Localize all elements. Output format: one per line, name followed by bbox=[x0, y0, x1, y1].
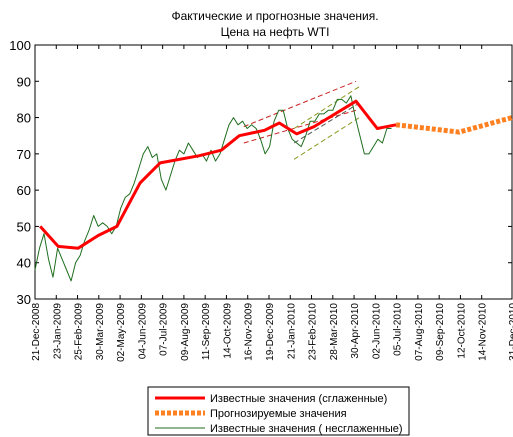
y-tick-label: 50 bbox=[17, 219, 31, 234]
x-tick-label: 31-Dec-2010 bbox=[508, 303, 513, 361]
x-tick-label: 02-Jun-2010 bbox=[371, 303, 382, 360]
series-line bbox=[34, 95, 392, 282]
x-tick-label: 04-Jun-2009 bbox=[137, 303, 148, 360]
x-tick-label: 23-Jan-2009 bbox=[52, 303, 63, 360]
y-tick-label: 30 bbox=[17, 292, 31, 307]
trend-line bbox=[243, 109, 357, 144]
trend-line bbox=[293, 117, 360, 160]
y-tick-label: 80 bbox=[17, 111, 31, 126]
x-tick-label: 11-Sep-2009 bbox=[201, 303, 212, 361]
y-tick-label: 100 bbox=[9, 38, 31, 53]
legend-label: Прогнозируемые значения bbox=[210, 408, 347, 420]
chart-title: Цена на нефть WTI bbox=[221, 25, 330, 39]
x-tick-label: 21-Jan-2010 bbox=[286, 303, 297, 360]
x-tick-label: 05-Jul-2010 bbox=[393, 303, 404, 356]
x-tick-label: 19-Dec-2009 bbox=[265, 303, 276, 361]
y-tick-label: 60 bbox=[17, 183, 31, 198]
x-tick-label: 09-Aug-2009 bbox=[180, 303, 191, 361]
plot-frame bbox=[34, 44, 513, 300]
x-tick-label: 07-Aug-2010 bbox=[414, 303, 425, 361]
plot-area: 30 40 50 60 70 80 90 100 21-Dec-2008 23-Jan-2009 2… bbox=[9, 38, 513, 362]
series-line bbox=[395, 115, 513, 135]
legend-label: Известные значения ( несглаженные) bbox=[210, 423, 403, 435]
chart-title: Фактические и прогнозные значения. bbox=[171, 9, 378, 23]
x-tick-label: 21-Dec-2008 bbox=[31, 303, 42, 361]
x-tick-label: 14-Oct-2009 bbox=[222, 303, 233, 359]
legend-label: Известные значения (сглаженные) bbox=[210, 393, 387, 405]
series-line bbox=[39, 99, 397, 250]
y-tick-label: 40 bbox=[17, 256, 31, 271]
trend-line bbox=[243, 80, 357, 128]
x-tick-label: 16-Nov-2009 bbox=[244, 303, 255, 361]
x-tick-label: 28-Mar-2010 bbox=[329, 303, 340, 361]
x-tick-label: 07-Jul-2009 bbox=[159, 303, 170, 356]
x-tick-label: 25-Feb-2009 bbox=[74, 303, 85, 361]
x-tick-label: 14-Nov-2010 bbox=[478, 303, 489, 361]
x-tick-label: 02-May-2009 bbox=[116, 303, 127, 362]
x-tick-label: 09-Sep-2010 bbox=[435, 303, 446, 361]
y-tick-label: 70 bbox=[17, 147, 31, 162]
y-tick-label: 90 bbox=[17, 74, 31, 89]
trend-line bbox=[293, 86, 360, 129]
x-tick-label: 12-Oct-2010 bbox=[456, 303, 467, 359]
legend-entries: Известные значения (сглаженные) Прогнозир… bbox=[155, 393, 403, 435]
x-tick-label: 30-Mar-2009 bbox=[95, 303, 106, 361]
x-tick-label: 30-Apr-2010 bbox=[350, 303, 361, 359]
x-tick-label: 23-Feb-2010 bbox=[308, 303, 319, 361]
